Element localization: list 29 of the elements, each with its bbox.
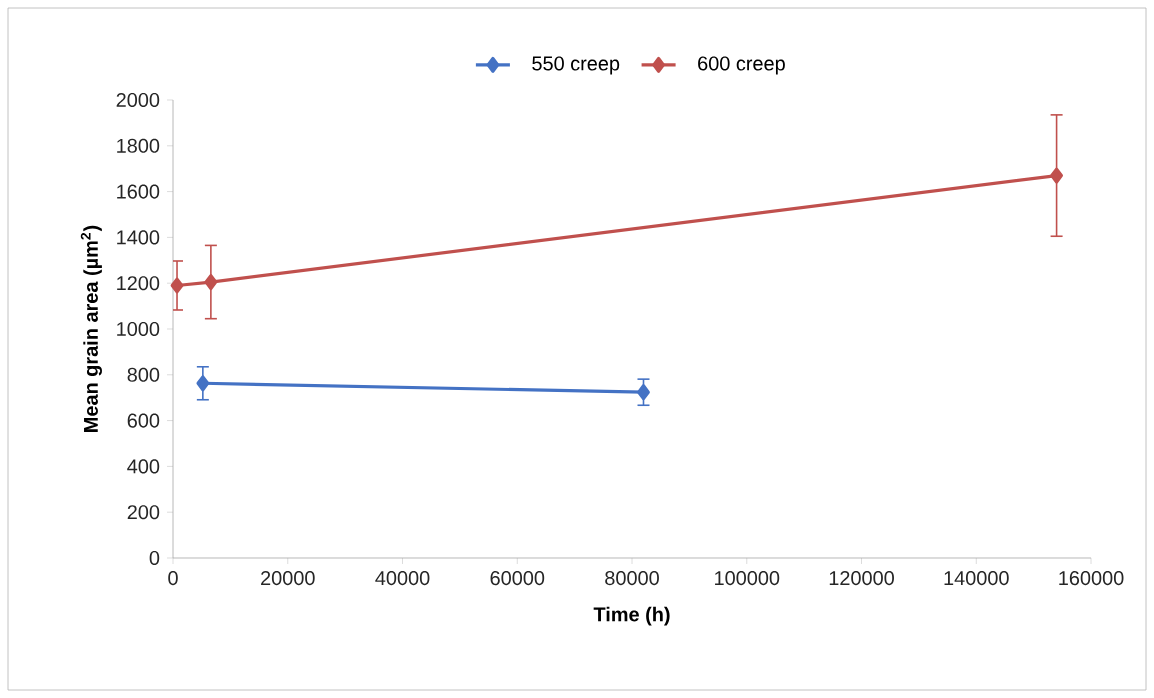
y-axis-title: Mean grain area (µm$^{2}$) bbox=[80, 225, 102, 432]
y-tick-label: 1600 bbox=[117, 184, 160, 199]
x-tick-label: 20000 bbox=[261, 571, 315, 586]
y-tick-label: 1000 bbox=[117, 321, 160, 337]
legend-label: 550 creep bbox=[532, 56, 620, 75]
x-tick-label: 100000 bbox=[715, 571, 780, 586]
x-tick-label: 0 bbox=[168, 571, 178, 586]
x-tick-label: 120000 bbox=[829, 571, 894, 586]
y-tick-label: 0 bbox=[149, 550, 160, 566]
y-tick-label: 800 bbox=[127, 367, 160, 382]
legend-label: 600 creep bbox=[698, 56, 785, 75]
point bbox=[170, 277, 184, 294]
point bbox=[1050, 167, 1063, 184]
x-tick-label: 40000 bbox=[375, 571, 430, 586]
x-tick-label: 60000 bbox=[490, 571, 545, 586]
point bbox=[204, 274, 218, 291]
x-tick-label: 140000 bbox=[944, 571, 1009, 586]
y-tick-label: 1200 bbox=[117, 276, 160, 291]
point bbox=[637, 384, 650, 401]
x-tick-label: 80000 bbox=[605, 571, 659, 586]
y-tick-label: 200 bbox=[127, 505, 160, 520]
x-tick-label: 160000 bbox=[1059, 571, 1124, 586]
y-tick-label: 1400 bbox=[117, 230, 160, 245]
x-axis-title: Time (h) bbox=[593, 606, 670, 626]
y-tick-label: 2000 bbox=[116, 92, 160, 108]
point bbox=[196, 375, 210, 392]
y-tick-label: 1800 bbox=[117, 138, 160, 153]
y-tick-label: 400 bbox=[127, 459, 160, 474]
y-tick-label: 600 bbox=[127, 413, 160, 428]
